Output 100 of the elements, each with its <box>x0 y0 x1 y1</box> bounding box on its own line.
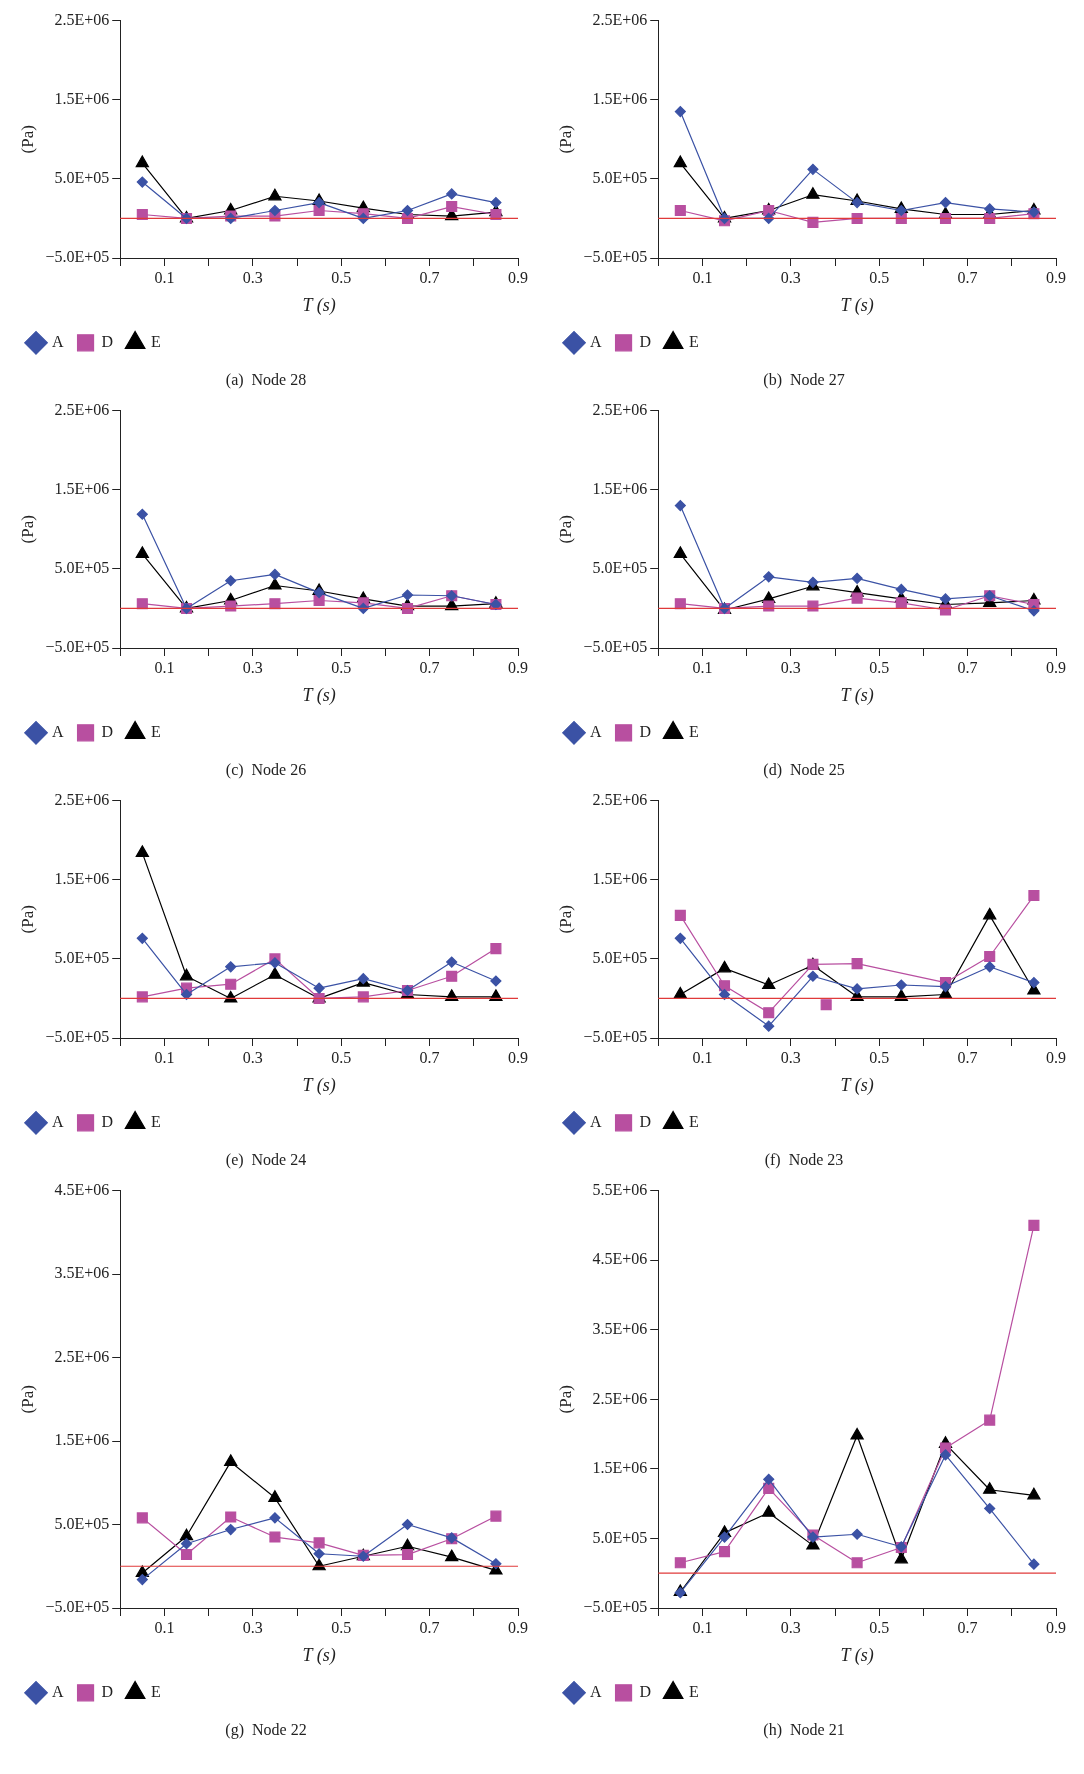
y-tick-label: −5.0E+05 <box>45 638 110 656</box>
y-tick-label: 1.5E+06 <box>54 1431 110 1449</box>
y-tick-label: 1.5E+06 <box>54 869 110 887</box>
y-tick-label: −5.0E+05 <box>583 1028 648 1046</box>
x-tick-label: 0.7 <box>957 1048 978 1066</box>
x-tick-label: 0.7 <box>957 268 978 286</box>
y-tick-label: 2.5E+06 <box>592 1389 648 1407</box>
y-tick-label: 1.5E+06 <box>592 89 648 107</box>
x-tick-label: 0.3 <box>242 268 263 286</box>
legend-label: A <box>590 1683 602 1700</box>
y-tick-label: 1.5E+06 <box>592 479 648 497</box>
y-tick-label: 5.0E+05 <box>54 559 110 577</box>
x-tick-label: 0.3 <box>780 1618 801 1636</box>
y-tick-label: −5.0E+05 <box>583 638 648 656</box>
text: (d) Node 25 <box>763 760 845 779</box>
x-tick-label: 0.7 <box>957 1618 978 1636</box>
legend-label: D <box>101 1113 114 1130</box>
legend-label: E <box>151 1683 161 1700</box>
y-tick-label: 2.5E+06 <box>54 790 110 808</box>
legend-label: A <box>52 333 64 350</box>
x-tick-label: 0.5 <box>869 268 890 286</box>
text: (h) Node 21 <box>763 1720 845 1739</box>
x-axis-title: T (s) <box>840 684 874 706</box>
y-tick-label: −5.0E+05 <box>45 248 110 266</box>
legend-label: E <box>151 1113 161 1130</box>
legend-label: D <box>101 333 114 350</box>
x-tick-label: 0.1 <box>692 658 713 676</box>
x-tick-label: 0.7 <box>419 658 440 676</box>
y-tick-label: 1.5E+06 <box>54 479 110 497</box>
text: (f) Node 23 <box>764 1150 844 1169</box>
legend-label: E <box>689 723 699 740</box>
x-tick-label: 0.5 <box>869 1048 890 1066</box>
x-axis-title: T (s) <box>302 1074 336 1096</box>
y-tick-label: −5.0E+05 <box>45 1598 110 1616</box>
x-tick-label: 0.5 <box>331 658 352 676</box>
legend-label: E <box>151 333 161 350</box>
x-axis-title: T (s) <box>840 1074 874 1096</box>
x-tick-label: 0.9 <box>508 268 528 286</box>
x-tick-label: 0.9 <box>508 1048 528 1066</box>
x-tick-label: 0.1 <box>692 1048 713 1066</box>
x-tick-label: 0.7 <box>419 1048 440 1066</box>
y-tick-label: 5.0E+05 <box>54 1514 110 1532</box>
y-tick-label: 5.0E+05 <box>592 949 648 967</box>
y-tick-label: 5.0E+05 <box>54 169 110 187</box>
y-tick-label: 2.5E+06 <box>54 10 110 28</box>
y-tick-label: −5.0E+05 <box>45 1028 110 1046</box>
y-tick-label: 3.5E+06 <box>592 1319 648 1337</box>
x-tick-label: 0.7 <box>957 658 978 676</box>
x-tick-label: 0.1 <box>154 658 175 676</box>
x-tick-label: 0.1 <box>154 1048 175 1066</box>
y-tick-label: 2.5E+06 <box>592 790 648 808</box>
x-axis-title: T (s) <box>302 1644 336 1666</box>
y-tick-label: 4.5E+06 <box>592 1250 648 1268</box>
x-axis-title: T (s) <box>302 684 336 706</box>
x-tick-label: 0.3 <box>780 268 801 286</box>
legend-label: D <box>639 333 652 350</box>
legend-label: E <box>689 1683 699 1700</box>
legend-label: E <box>151 723 161 740</box>
text: (b) Node 27 <box>763 370 845 389</box>
x-tick-label: 0.3 <box>242 1048 263 1066</box>
y-axis-title: (Pa) <box>17 1385 37 1414</box>
x-tick-label: 0.9 <box>508 658 528 676</box>
y-tick-label: 5.0E+05 <box>592 169 648 187</box>
y-tick-label: 5.5E+06 <box>592 1180 648 1198</box>
y-axis-title: (Pa) <box>555 905 575 934</box>
y-axis-title: (Pa) <box>17 515 37 544</box>
x-tick-label: 0.9 <box>1046 658 1066 676</box>
legend-label: D <box>639 723 652 740</box>
x-tick-label: 0.3 <box>242 1618 263 1636</box>
legend-label: D <box>101 1683 114 1700</box>
legend-label: A <box>590 1113 602 1130</box>
legend-label: A <box>52 723 64 740</box>
y-tick-label: 5.0E+05 <box>592 559 648 577</box>
x-axis-title: T (s) <box>302 294 336 316</box>
y-tick-label: 1.5E+06 <box>592 1459 648 1477</box>
x-tick-label: 0.3 <box>242 658 263 676</box>
x-axis-title: T (s) <box>840 1644 874 1666</box>
x-tick-label: 0.7 <box>419 1618 440 1636</box>
x-tick-label: 0.5 <box>331 1048 352 1066</box>
y-axis-title: (Pa) <box>17 905 37 934</box>
legend-label: A <box>52 1113 64 1130</box>
y-tick-label: −5.0E+05 <box>583 248 648 266</box>
x-tick-label: 0.9 <box>1046 1048 1066 1066</box>
y-axis-title: (Pa) <box>555 1385 575 1414</box>
y-axis-title: (Pa) <box>555 125 575 154</box>
y-tick-label: −5.0E+05 <box>583 1598 648 1616</box>
x-tick-label: 0.1 <box>154 268 175 286</box>
x-tick-label: 0.7 <box>419 268 440 286</box>
x-tick-label: 0.1 <box>692 268 713 286</box>
text: (c) Node 26 <box>225 760 307 779</box>
x-tick-label: 0.5 <box>331 268 352 286</box>
y-tick-label: 1.5E+06 <box>592 869 648 887</box>
y-axis-title: (Pa) <box>17 125 37 154</box>
x-tick-label: 0.5 <box>869 658 890 676</box>
legend-label: E <box>689 333 699 350</box>
x-tick-label: 0.9 <box>1046 268 1066 286</box>
y-tick-label: 2.5E+06 <box>54 1347 110 1365</box>
text: (a) Node 28 <box>225 370 307 389</box>
x-tick-label: 0.9 <box>1046 1618 1066 1636</box>
y-tick-label: 3.5E+06 <box>54 1264 110 1282</box>
